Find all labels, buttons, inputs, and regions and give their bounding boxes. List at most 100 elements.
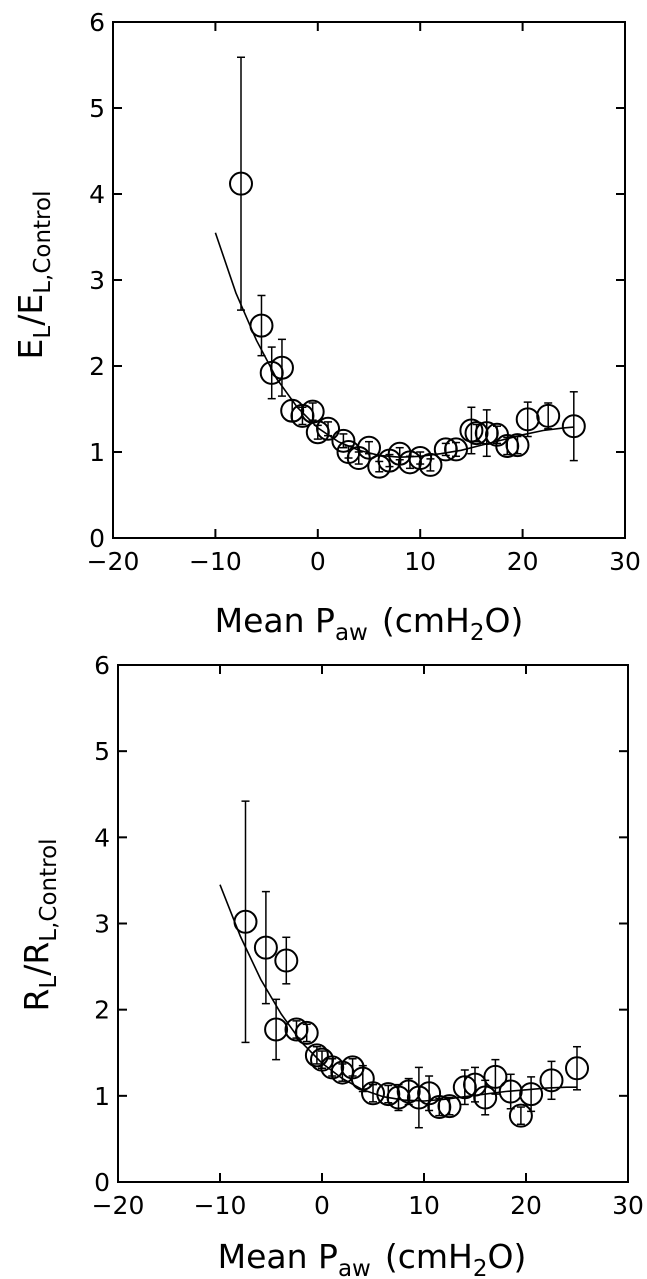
data-point	[505, 433, 530, 458]
data-point	[539, 1060, 564, 1101]
fit-curve	[214, 232, 574, 459]
y-tick-label: 3	[94, 910, 110, 939]
point-marker	[561, 414, 586, 439]
point-marker	[331, 428, 356, 453]
point-marker	[498, 1079, 523, 1104]
data-point	[437, 1094, 462, 1119]
data-points	[229, 56, 586, 479]
point-marker	[508, 1103, 533, 1128]
point-marker	[495, 433, 520, 458]
point-marker	[406, 1085, 431, 1110]
point-marker	[290, 403, 315, 428]
point-marker	[444, 437, 469, 462]
y-tick-labels: 0 1 2 3 4 5 6	[94, 651, 110, 1197]
y-tick-label: 1	[94, 1082, 110, 1111]
x-axis-title: Mean Paw (cmH2O)	[218, 1237, 527, 1279]
point-marker	[437, 1094, 462, 1119]
point-marker	[253, 935, 278, 960]
data-point	[357, 435, 381, 460]
point-marker	[233, 909, 258, 934]
elastance-chart: −20 −10 0 10 20 30 0 1 2 3 4 5 6 Mean Paw (cmH2O) EL…	[11, 8, 641, 646]
point-marker	[304, 1043, 329, 1068]
point-marker	[284, 1017, 309, 1042]
point-marker	[397, 450, 422, 475]
point-marker	[536, 403, 561, 428]
x-tick-label: 20	[507, 547, 539, 576]
point-marker	[452, 1075, 477, 1100]
data-point	[304, 1043, 329, 1068]
x-tick-label: −20	[92, 1191, 145, 1220]
x-tick-label: 10	[404, 547, 436, 576]
data-point	[294, 1020, 319, 1045]
x-tick-labels: −20 −10 0 10 20 30	[92, 1191, 644, 1220]
data-point	[300, 399, 325, 424]
x-tick-label: 10	[408, 1191, 440, 1220]
y-tick-label: 5	[89, 94, 105, 123]
y-tick-label: 6	[89, 8, 105, 37]
point-marker	[433, 437, 458, 462]
point-marker	[539, 1068, 564, 1093]
y-tick-label: 3	[89, 266, 105, 295]
point-marker	[357, 435, 381, 460]
point-marker	[459, 418, 484, 443]
data-point	[274, 936, 299, 985]
y-tick-label: 0	[89, 524, 105, 553]
point-marker	[473, 1085, 498, 1110]
point-marker	[361, 1081, 385, 1106]
y-tick-label: 2	[89, 352, 105, 381]
point-marker	[505, 433, 530, 458]
y-tick-label: 4	[94, 823, 110, 852]
data-point	[565, 1045, 589, 1091]
point-marker	[474, 421, 499, 446]
data-point	[249, 294, 274, 357]
point-marker	[565, 1056, 589, 1081]
point-marker	[305, 420, 330, 445]
point-marker	[269, 355, 294, 380]
x-tick-label: −20	[87, 547, 140, 576]
point-marker	[294, 1020, 319, 1045]
tick-marks	[112, 21, 626, 539]
data-point	[253, 890, 278, 1005]
fit-curve	[219, 884, 577, 1102]
tick-marks	[117, 664, 629, 1183]
point-marker	[483, 1064, 508, 1089]
data-point	[444, 437, 469, 462]
y-tick-labels: 0 1 2 3 4 5 6	[89, 8, 105, 553]
data-point	[418, 452, 443, 477]
point-marker	[427, 1095, 452, 1120]
x-tick-label: 30	[609, 547, 641, 576]
y-tick-label: 2	[94, 996, 110, 1025]
point-marker	[274, 948, 299, 973]
y-axis-title: RL/RL,Control	[17, 838, 62, 1011]
y-axis-title: EL/EL,Control	[11, 191, 56, 360]
x-tick-label: 0	[314, 1191, 330, 1220]
point-marker	[249, 313, 274, 338]
data-point	[508, 1103, 533, 1128]
y-tick-label: 0	[94, 1168, 110, 1197]
x-axis-title: Mean Paw (cmH2O)	[215, 601, 524, 646]
point-marker	[229, 171, 253, 196]
x-tick-labels: −20 −10 0 10 20 30	[87, 547, 641, 576]
x-tick-label: 30	[612, 1191, 644, 1220]
point-marker	[264, 1017, 289, 1042]
data-points	[233, 800, 589, 1129]
data-point	[483, 1058, 508, 1095]
data-point	[473, 1079, 498, 1116]
data-point	[269, 338, 294, 397]
x-tick-label: 0	[310, 547, 326, 576]
point-marker	[316, 416, 341, 441]
y-tick-label: 6	[94, 651, 110, 680]
data-point	[561, 391, 586, 462]
y-tick-label: 1	[89, 438, 105, 467]
x-tick-label: 20	[510, 1191, 542, 1220]
data-point	[519, 1076, 544, 1113]
y-tick-label: 5	[94, 737, 110, 766]
data-point	[264, 998, 289, 1061]
data-point	[361, 1081, 385, 1106]
y-tick-label: 4	[89, 180, 105, 209]
data-point	[233, 800, 258, 1044]
x-tick-label: −10	[189, 547, 242, 576]
x-tick-label: −10	[194, 1191, 247, 1220]
data-point	[536, 402, 561, 430]
